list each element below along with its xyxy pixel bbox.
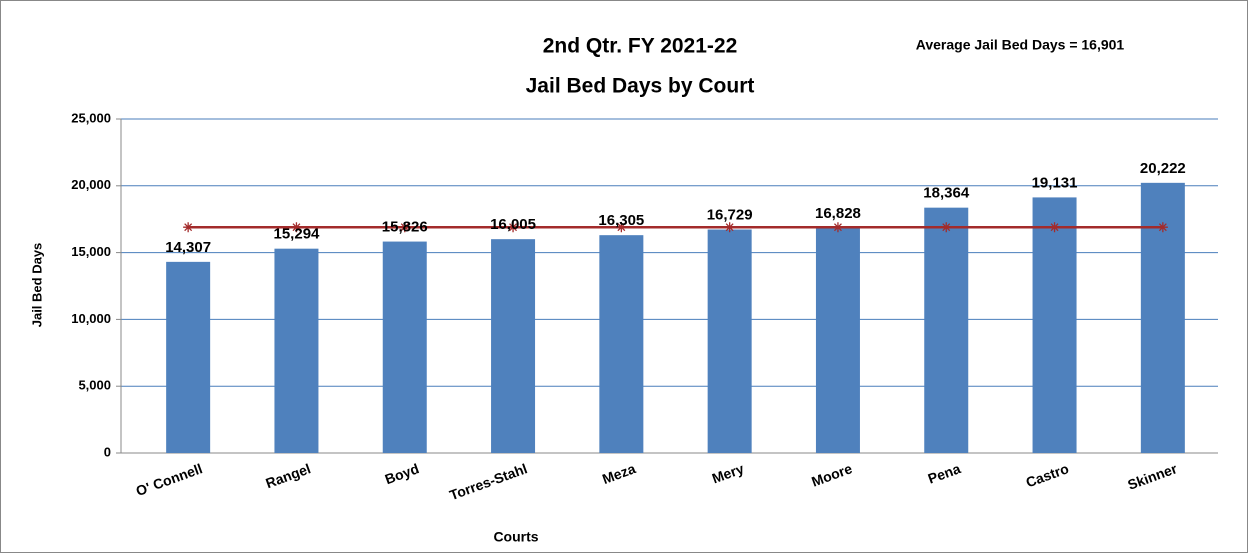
bar	[166, 261, 211, 453]
data-label: 18,364	[923, 185, 970, 202]
data-label: 16,828	[815, 205, 861, 222]
y-tick-label: 20,000	[71, 177, 111, 192]
y-tick-label: 15,000	[71, 244, 111, 259]
y-tick-label: 25,000	[71, 110, 111, 125]
line-marker	[1049, 222, 1060, 233]
data-label: 16,729	[707, 206, 753, 223]
line-marker	[832, 222, 843, 233]
line-marker	[183, 222, 194, 233]
bar	[491, 239, 536, 453]
y-tick-label: 5,000	[78, 378, 111, 393]
bar	[1032, 197, 1077, 453]
x-axis-label: Courts	[493, 529, 538, 545]
y-axis-label: Jail Bed Days	[29, 243, 44, 328]
data-label: 16,005	[490, 216, 536, 233]
y-tick-label: 0	[104, 444, 111, 459]
data-label: 14,307	[165, 239, 211, 256]
data-label: 15,294	[274, 226, 321, 243]
data-label: 16,305	[598, 212, 644, 229]
bar	[924, 207, 969, 453]
line-marker	[616, 222, 627, 233]
data-label: 20,222	[1140, 160, 1186, 177]
y-tick-label: 10,000	[71, 311, 111, 326]
line-marker	[508, 222, 519, 233]
bar	[274, 248, 319, 453]
data-label: 15,826	[382, 219, 428, 236]
chart-title: 2nd Qtr. FY 2021-22	[543, 35, 738, 58]
line-marker	[724, 222, 735, 233]
line-marker	[1157, 222, 1168, 233]
data-label: 19,131	[1032, 174, 1078, 191]
line-marker	[399, 222, 410, 233]
line-marker	[941, 222, 952, 233]
bar	[599, 235, 644, 453]
bar	[382, 241, 427, 453]
chart-subtitle: Jail Bed Days by Court	[526, 75, 755, 98]
annotation: Average Jail Bed Days = 16,901	[916, 37, 1125, 53]
bar	[815, 228, 860, 453]
line-marker	[291, 222, 302, 233]
bar	[707, 229, 752, 453]
